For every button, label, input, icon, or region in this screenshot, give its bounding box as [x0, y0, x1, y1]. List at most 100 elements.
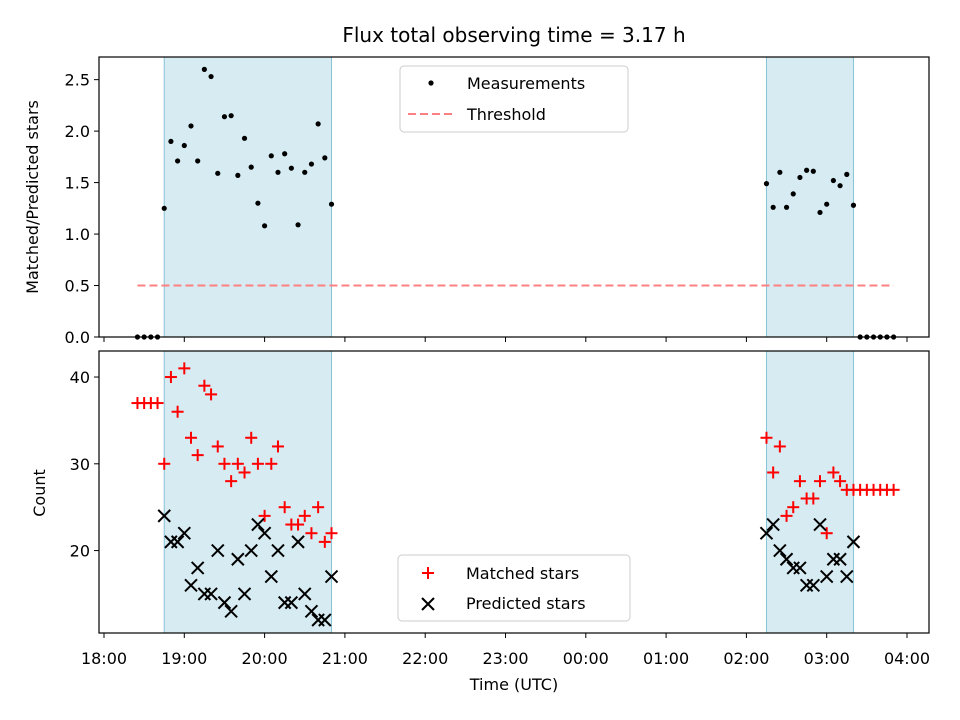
- measurement-point: [763, 181, 770, 187]
- x-tick-label: 20:00: [242, 649, 288, 668]
- y-tick-label: 0.0: [65, 328, 90, 347]
- measurement-point: [168, 138, 174, 145]
- observing-window: [765, 350, 854, 634]
- observing-window: [163, 56, 333, 338]
- predicted-star-point: [813, 517, 827, 532]
- matched-star-point: [245, 431, 258, 444]
- measurement-point: [221, 114, 228, 120]
- matched-star-point: [151, 397, 164, 410]
- count-legend-box: [397, 554, 631, 622]
- predicted-star-point: [157, 509, 171, 523]
- measurement-point: [797, 174, 803, 181]
- matched-star-point: [820, 527, 833, 540]
- x-tick-label: 23:00: [482, 649, 528, 668]
- matched-star-point: [305, 527, 318, 540]
- predicted-star-point: [237, 587, 252, 601]
- matched-star-point: [325, 527, 338, 540]
- measurements-legend-label: Measurements: [467, 74, 585, 93]
- count-points: [131, 362, 900, 627]
- measurement-point: [302, 169, 308, 175]
- measurement-point: [850, 202, 857, 208]
- measurement-point: [248, 164, 254, 170]
- measurement-point: [255, 200, 261, 206]
- count-panel: 20 30 40 18:00 19:00 20:00 21:00 22:00 23:00 00:…: [30, 350, 930, 694]
- predicted-star-point: [231, 552, 245, 566]
- matched-stars-legend-marker: [422, 567, 434, 579]
- predicted-star-point: [251, 517, 265, 532]
- matched-star-point: [814, 475, 827, 488]
- predicted-stars-legend-marker: [421, 597, 435, 611]
- chart-title: Flux total observing time = 3.17 h: [342, 23, 685, 47]
- predicted-star-point: [211, 543, 225, 558]
- predicted-star-point: [793, 561, 807, 575]
- x-tick-label: 22:00: [402, 649, 448, 668]
- predicted-star-point: [766, 517, 780, 532]
- measurement-point: [288, 165, 294, 171]
- matched-stars-legend-label: Matched stars: [466, 564, 579, 583]
- matched-star-point: [258, 509, 271, 522]
- measurement-point: [783, 204, 790, 210]
- predicted-star-point: [773, 543, 787, 558]
- ratio-y-axis-label: Matched/Predicted stars: [23, 100, 42, 294]
- measurements-legend-marker: [428, 80, 434, 86]
- predicted-star-point: [840, 569, 854, 584]
- observing-window-shading: [163, 56, 854, 338]
- measurement-point: [804, 167, 810, 173]
- matched-star-point: [793, 475, 806, 488]
- count-y-ticks: 20 30 40: [70, 368, 99, 561]
- matched-star-point: [780, 509, 793, 522]
- x-tick-label: 04:00: [884, 649, 930, 668]
- measurement-point: [208, 73, 214, 80]
- predicted-star-point: [217, 595, 232, 610]
- matched-star-point: [251, 457, 264, 470]
- matched-star-point: [767, 466, 780, 479]
- observing-window: [765, 56, 854, 338]
- matched-star-point: [225, 475, 238, 488]
- x-tick-label: 21:00: [322, 649, 368, 668]
- y-tick-label: 2.0: [65, 122, 90, 141]
- matched-star-point: [298, 509, 311, 522]
- measurement-point: [201, 66, 207, 72]
- matched-star-point: [292, 518, 305, 531]
- measurement-points: [134, 66, 897, 340]
- x-axis-label: Time (UTC): [469, 675, 558, 694]
- measurement-point: [824, 201, 830, 207]
- measurement-point: [315, 121, 321, 127]
- measurement-point: [295, 222, 301, 228]
- measurement-point: [188, 123, 194, 129]
- y-tick-label: 0.5: [65, 277, 90, 296]
- y-tick-label: 40: [70, 368, 90, 387]
- ratio-panel: 0.0 0.5 1.0 1.5 2.0 2.5 Matched/Predicted sta…: [23, 56, 930, 347]
- measurement-point: [262, 223, 268, 229]
- matched-star-point: [271, 440, 284, 453]
- predicted-star-point: [184, 578, 198, 592]
- observing-window-shading-bottom: [163, 350, 854, 634]
- measurement-point: [844, 171, 850, 177]
- matched-star-point: [158, 457, 171, 470]
- measurement-point: [837, 183, 843, 189]
- predicted-star-point: [304, 604, 319, 619]
- measurement-point: [790, 191, 796, 197]
- x-tick-label: 01:00: [643, 649, 689, 668]
- predicted-star-point: [271, 543, 285, 558]
- predicted-star-point: [204, 587, 218, 601]
- measurement-point: [268, 153, 274, 159]
- measurement-point: [817, 209, 823, 216]
- matched-star-point: [191, 449, 204, 462]
- predicted-star-point: [759, 526, 774, 540]
- matched-star-point: [887, 483, 900, 496]
- y-tick-label: 1.5: [65, 174, 90, 193]
- count-x-ticks: 18:00 19:00 20:00 21:00 22:00 23:00 00:00 01:00…: [81, 633, 930, 668]
- measurement-point: [770, 204, 776, 210]
- predicted-star-point: [819, 569, 834, 584]
- matched-star-point: [211, 440, 224, 453]
- measurement-point: [322, 155, 328, 161]
- predicted-star-point: [224, 604, 238, 619]
- predicted-star-point: [177, 526, 192, 540]
- matched-star-point: [312, 501, 325, 514]
- measurement-point: [308, 161, 315, 167]
- matched-star-point: [184, 431, 197, 444]
- measurement-point: [215, 170, 221, 176]
- measurement-point: [328, 201, 335, 207]
